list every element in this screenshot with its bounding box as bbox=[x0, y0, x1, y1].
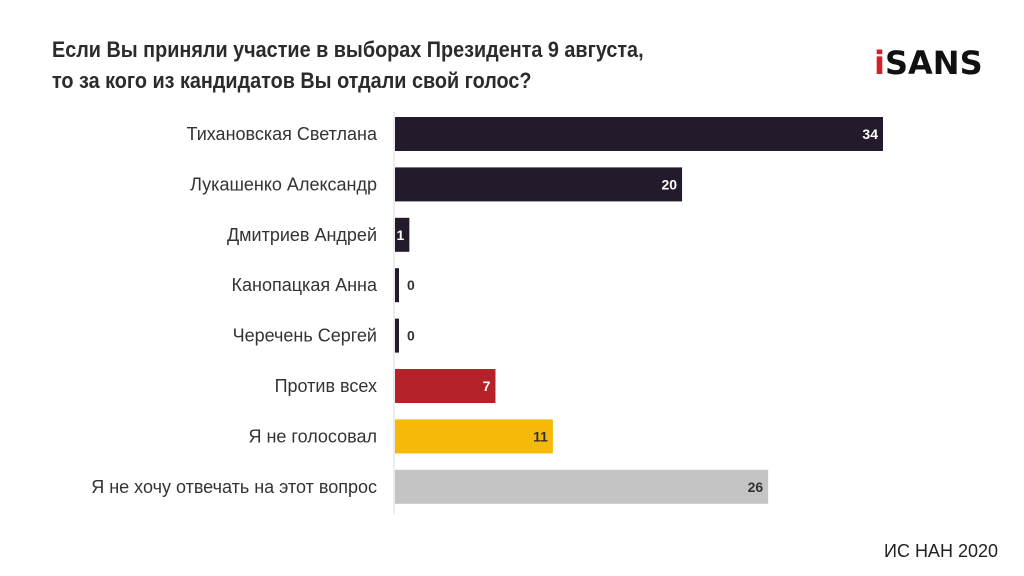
bar bbox=[395, 318, 399, 353]
category-label: Против всех bbox=[275, 376, 377, 396]
data-label: 0 bbox=[407, 277, 415, 293]
data-label: 20 bbox=[661, 176, 677, 192]
title-line-2: то за кого из кандидатов Вы отдали свой … bbox=[52, 68, 532, 93]
bar bbox=[395, 469, 769, 504]
chart-title: Если Вы приняли участие в выборах Презид… bbox=[52, 34, 644, 96]
bar bbox=[395, 217, 410, 252]
isans-logo: iSANS bbox=[874, 44, 983, 82]
logo-sans: SANS bbox=[884, 44, 983, 82]
data-label: 11 bbox=[533, 428, 548, 444]
category-label: Черечень Сергей bbox=[233, 326, 377, 346]
logo-i: i bbox=[874, 44, 885, 82]
category-label: Канопацкая Анна bbox=[232, 275, 378, 295]
category-label: Дмитриев Андрей bbox=[227, 225, 377, 245]
bar bbox=[395, 419, 553, 454]
category-label: Лукашенко Александр bbox=[190, 174, 377, 194]
data-label: 0 bbox=[407, 328, 415, 344]
data-label: 7 bbox=[483, 378, 491, 394]
data-label: 1 bbox=[397, 227, 405, 243]
bar bbox=[395, 369, 496, 403]
bar bbox=[395, 268, 399, 303]
bar bbox=[395, 167, 683, 202]
category-label: Тихановская Светлана bbox=[187, 124, 378, 144]
data-label: 34 bbox=[862, 126, 878, 142]
source-label: ИС НАН 2020 bbox=[884, 541, 998, 561]
data-label: 26 bbox=[748, 479, 764, 495]
category-label: Я не голосовал bbox=[248, 426, 377, 446]
bar bbox=[395, 117, 883, 151]
title-line-1: Если Вы приняли участие в выборах Презид… bbox=[52, 37, 644, 62]
category-label: Я не хочу отвечать на этот вопрос bbox=[91, 477, 377, 497]
